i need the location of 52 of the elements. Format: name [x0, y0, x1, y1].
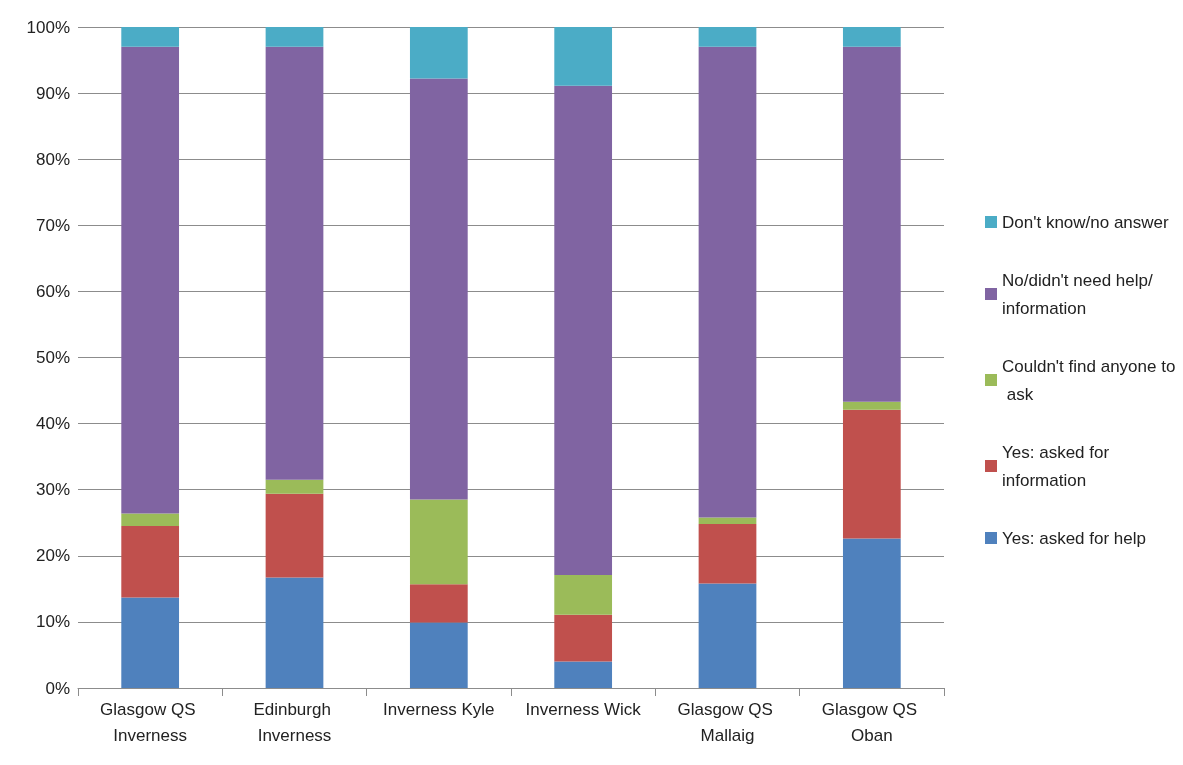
y-tick-label: 70% — [35, 215, 70, 235]
legend-label: Don't know/no answer — [1002, 212, 1170, 232]
y-tick-label: 10% — [35, 612, 70, 632]
x-tick-label: Inverness Kyle — [383, 699, 495, 719]
bar — [265, 493, 324, 578]
bar — [121, 513, 180, 527]
bar — [409, 584, 468, 623]
y-tick-label: 60% — [35, 281, 70, 301]
y-tick-label: 80% — [35, 149, 70, 169]
bar — [842, 46, 901, 402]
bar — [554, 661, 613, 688]
bar — [698, 524, 757, 584]
bar — [698, 583, 757, 688]
bar — [842, 27, 901, 47]
legend-label: Yes: asked for information — [1002, 442, 1114, 490]
legend-label: Yes: asked for help — [1002, 528, 1146, 548]
bar — [265, 27, 324, 47]
y-tick-label: 90% — [35, 83, 70, 103]
y-tick-label: 100% — [26, 17, 70, 37]
bar — [409, 27, 468, 79]
bar — [554, 85, 613, 575]
bar — [842, 409, 901, 539]
y-tick-label: 0% — [45, 678, 70, 698]
bar — [121, 597, 180, 688]
bar — [554, 27, 613, 86]
bar — [698, 46, 757, 518]
bar — [698, 27, 757, 47]
bar — [409, 499, 468, 585]
bar — [121, 526, 180, 598]
bar — [265, 479, 324, 494]
legend-label: Couldn't find anyone to ask — [1002, 356, 1176, 404]
x-tick-label: Edinburgh Inverness — [253, 699, 336, 745]
bar — [842, 538, 901, 688]
y-tick-label: 30% — [35, 480, 70, 500]
bar — [409, 622, 468, 688]
bar — [554, 614, 613, 662]
x-tick-label: Glasgow QS Mallaig — [677, 699, 778, 745]
legend-label: No/didn't need help/ information — [1002, 270, 1158, 318]
bar — [842, 401, 901, 410]
x-tick-label: Inverness Wick — [525, 699, 642, 719]
bar — [698, 517, 757, 525]
x-tick-label: Glasgow QS Inverness — [100, 699, 201, 745]
x-tick-label: Glasgow QS Oban — [821, 699, 922, 745]
bar — [554, 574, 613, 615]
bar — [121, 46, 180, 514]
y-tick-label: 50% — [35, 348, 70, 367]
y-tick-label: 40% — [35, 414, 70, 434]
bar — [121, 27, 180, 47]
bar — [409, 78, 468, 500]
bar — [265, 577, 324, 688]
y-tick-label: 20% — [35, 546, 70, 566]
bar — [265, 46, 324, 480]
